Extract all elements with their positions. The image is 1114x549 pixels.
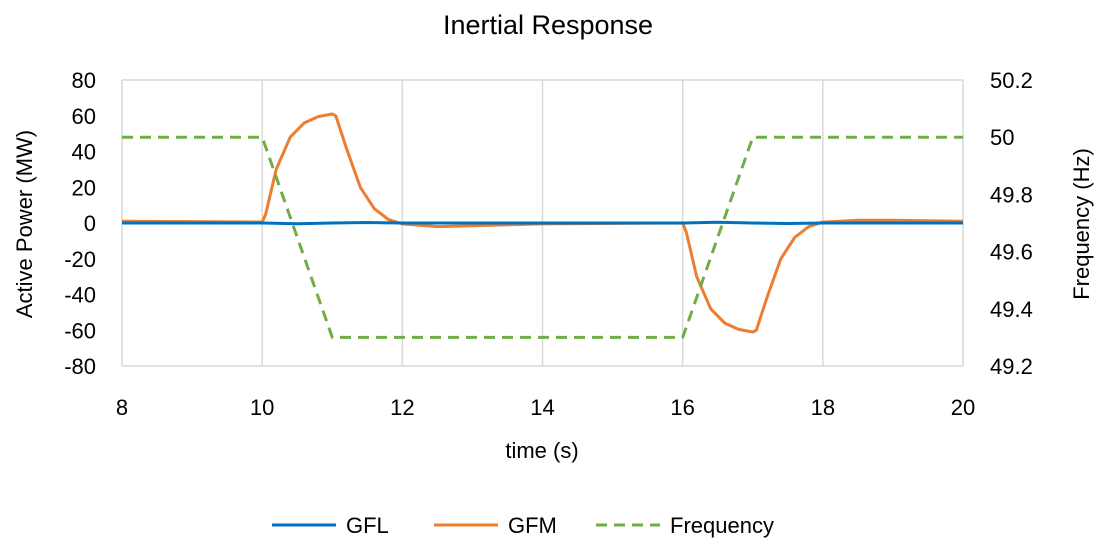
y-tick-label: 40 bbox=[72, 140, 96, 165]
y2-tick-label: 50 bbox=[990, 125, 1014, 150]
x-tick-label: 12 bbox=[390, 395, 414, 420]
chart-title: Inertial Response bbox=[443, 10, 653, 40]
legend-label-frequency: Frequency bbox=[670, 513, 774, 538]
x-tick-label: 20 bbox=[951, 395, 975, 420]
y2-axis-title: Frequency (Hz) bbox=[1069, 148, 1094, 300]
y2-tick-label: 49.4 bbox=[990, 297, 1033, 322]
x-tick-label: 10 bbox=[250, 395, 274, 420]
y2-tick-label: 50.2 bbox=[990, 68, 1033, 93]
y-tick-label: 20 bbox=[72, 175, 96, 200]
legend-label-gfm: GFM bbox=[508, 513, 557, 538]
y-tick-label: 80 bbox=[72, 68, 96, 93]
x-tick-label: 16 bbox=[670, 395, 694, 420]
tick-labels: 8 10 12 14 16 18 20 80 60 40 20 0 -20 -40 -60 -80 50.2 50… bbox=[64, 68, 1033, 420]
y-tick-label: -60 bbox=[64, 318, 96, 343]
x-axis-title: time (s) bbox=[505, 438, 578, 463]
legend-label-gfl: GFL bbox=[346, 513, 389, 538]
y2-tick-label: 49.6 bbox=[990, 240, 1033, 265]
y2-tick-label: 49.8 bbox=[990, 182, 1033, 207]
series-gfl-line bbox=[122, 220, 963, 226]
y-axis-title: Active Power (MW) bbox=[12, 130, 37, 318]
y-tick-label: 60 bbox=[72, 104, 96, 129]
y2-tick-label: 49.2 bbox=[990, 354, 1033, 379]
legend: GFL GFM Frequency bbox=[272, 513, 774, 538]
y-tick-label: -40 bbox=[64, 283, 96, 308]
x-tick-label: 14 bbox=[530, 395, 554, 420]
y-tick-label: 0 bbox=[84, 211, 96, 236]
y-tick-label: -80 bbox=[64, 354, 96, 379]
x-tick-label: 8 bbox=[116, 395, 128, 420]
series-group bbox=[121, 112, 964, 339]
y-tick-label: -20 bbox=[64, 247, 96, 272]
series-frequency-line bbox=[122, 135, 963, 339]
x-tick-label: 18 bbox=[811, 395, 835, 420]
